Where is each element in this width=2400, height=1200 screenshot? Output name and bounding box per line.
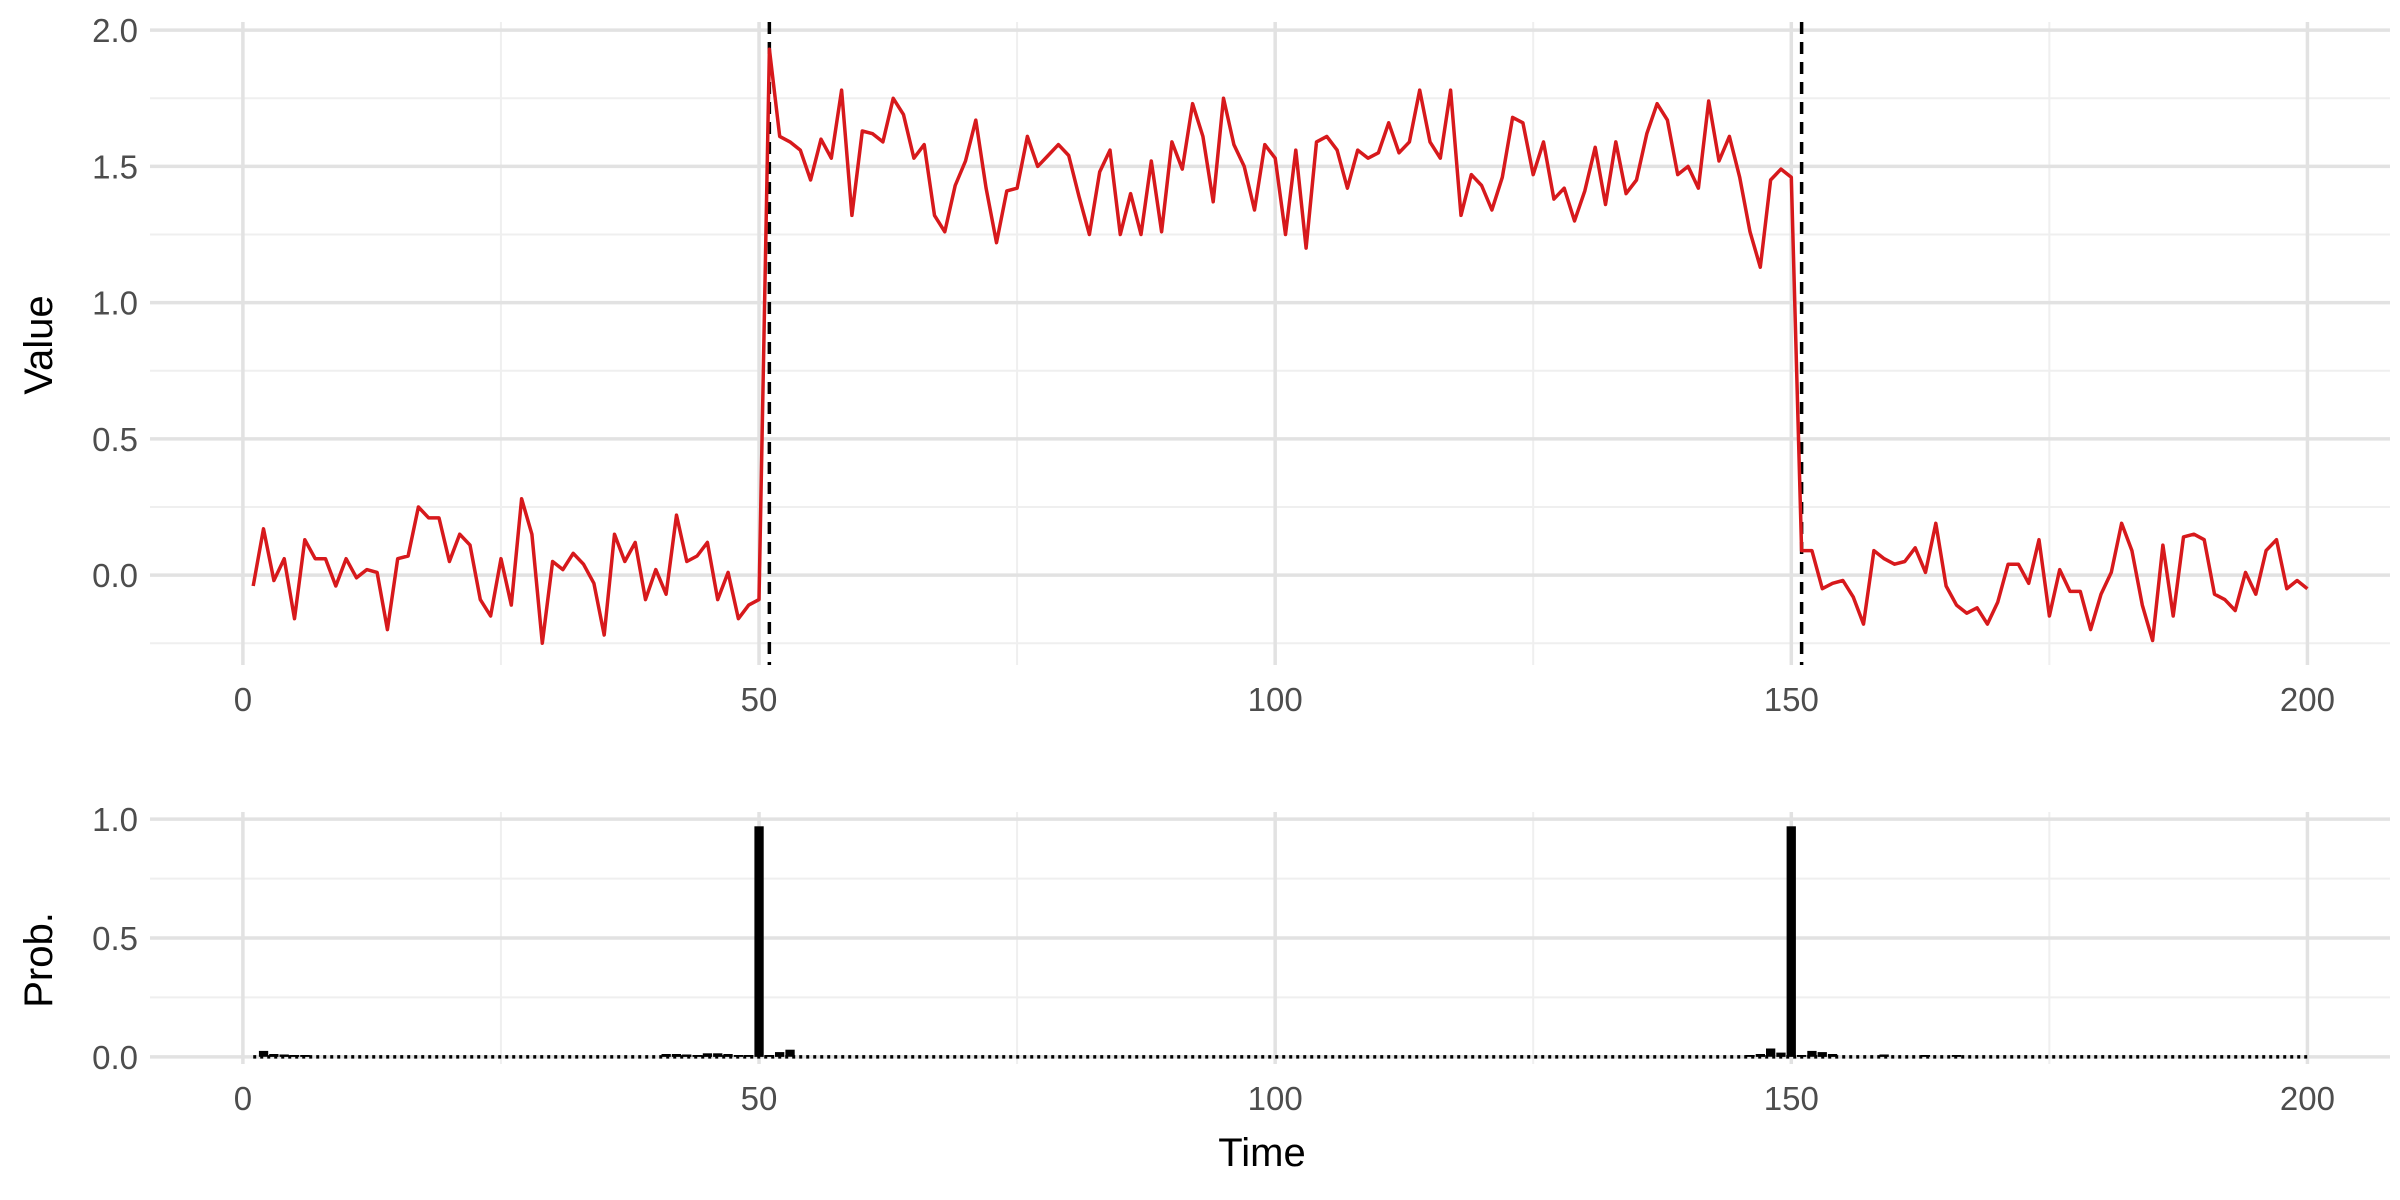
x-tick-label: 50 — [741, 681, 778, 718]
value-panel: 0.0 0.5 1.0 1.5 2.0 0 50 100 150 200 Value — [17, 12, 2390, 718]
probability-bars — [258, 826, 1962, 1057]
y-tick-label: 1.0 — [92, 801, 138, 838]
probability-bar — [279, 1054, 289, 1057]
y-tick-label: 0.5 — [92, 421, 138, 458]
probability-bar — [661, 1054, 671, 1057]
probability-bar — [744, 1055, 754, 1057]
y-tick-label: 1.0 — [92, 285, 138, 322]
probability-bar — [258, 1050, 269, 1057]
probability-bar — [1817, 1052, 1827, 1057]
probability-bar — [1827, 1054, 1838, 1057]
x-tick-label: 150 — [1764, 681, 1819, 718]
value-series-line — [251, 47, 2309, 645]
value-y-axis-title: Value — [17, 295, 61, 394]
probability-bar — [702, 1053, 713, 1057]
x-tick-label: 0 — [234, 681, 252, 718]
y-tick-label: 1.5 — [92, 148, 138, 185]
probability-bar — [1879, 1054, 1889, 1057]
probability-bar — [682, 1054, 692, 1057]
probability-bar — [269, 1054, 279, 1057]
time-x-axis-title: Time — [1218, 1131, 1305, 1175]
y-tick-label: 0.0 — [92, 1039, 138, 1076]
x-tick-label: 150 — [1764, 1080, 1819, 1117]
probability-bar — [775, 1052, 785, 1057]
probability-panel: 0.0 0.5 1.0 0 50 100 150 200 Prob. Time — [17, 801, 2390, 1175]
probability-bar — [733, 1055, 743, 1057]
probability-bar — [785, 1049, 795, 1057]
probability-bar — [671, 1054, 682, 1057]
x-tick-label: 50 — [741, 1080, 778, 1117]
x-tick-label: 0 — [234, 1080, 252, 1117]
y-tick-label: 0.5 — [92, 920, 138, 957]
y-tick-label: 0.0 — [92, 557, 138, 594]
probability-bar — [713, 1053, 723, 1057]
probability-bar — [1755, 1054, 1765, 1057]
probability-bar — [754, 826, 764, 1057]
probability-y-axis-title: Prob. — [17, 912, 61, 1008]
probability-bar — [1745, 1055, 1755, 1057]
probability-bar — [1797, 1055, 1807, 1057]
probability-x-ticks: 0 50 100 150 200 — [234, 1080, 2335, 1117]
x-tick-label: 200 — [2280, 1080, 2335, 1117]
probability-y-ticks: 0.0 0.5 1.0 — [92, 801, 138, 1076]
probability-bar — [723, 1054, 733, 1057]
probability-bar — [692, 1055, 702, 1057]
probability-bar — [300, 1055, 310, 1057]
x-tick-label: 100 — [1248, 681, 1303, 718]
x-tick-label: 100 — [1248, 1080, 1303, 1117]
probability-bar — [1951, 1055, 1962, 1057]
probability-bar — [1786, 826, 1796, 1057]
probability-bar — [1920, 1055, 1931, 1057]
probability-bar — [1807, 1050, 1817, 1057]
probability-bar — [1776, 1052, 1786, 1057]
probability-bar — [764, 1055, 774, 1057]
value-series — [251, 47, 2309, 645]
probability-bar — [1766, 1048, 1776, 1057]
probability-bar — [289, 1055, 300, 1057]
value-x-ticks: 0 50 100 150 200 — [234, 681, 2335, 718]
y-tick-label: 2.0 — [92, 12, 138, 49]
value-y-ticks: 0.0 0.5 1.0 1.5 2.0 — [92, 12, 138, 594]
x-tick-label: 200 — [2280, 681, 2335, 718]
